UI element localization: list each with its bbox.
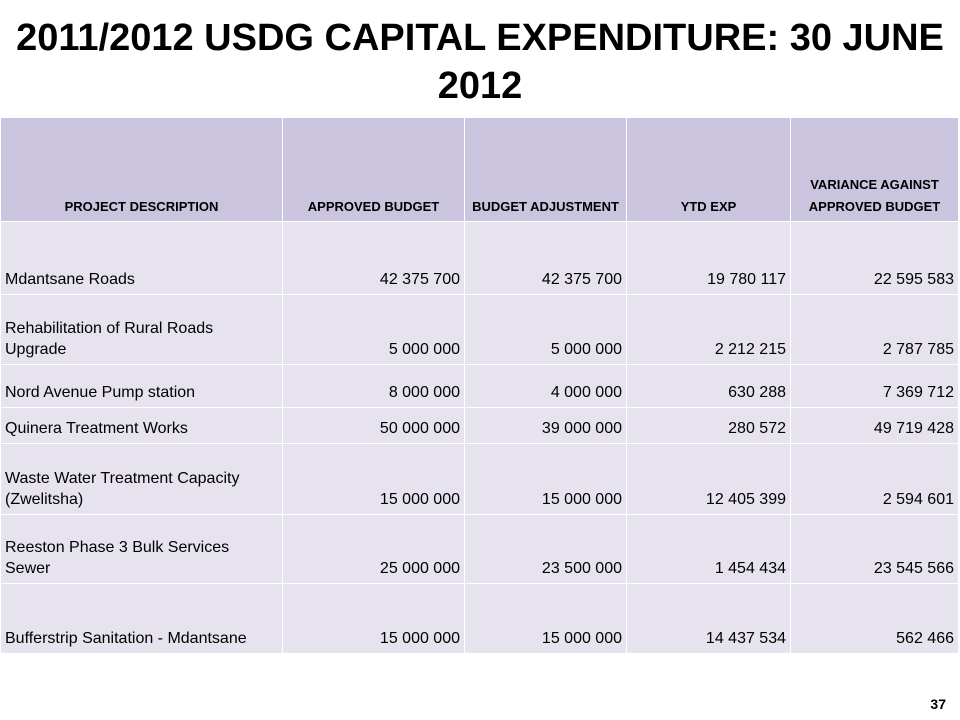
cell-ytd-exp: 630 288 xyxy=(626,364,791,408)
cell-approved-budget: 15 000 000 xyxy=(282,583,465,654)
table-header-row: PROJECT DESCRIPTION APPROVED BUDGET BUDG… xyxy=(0,117,959,222)
page-number: 37 xyxy=(930,696,946,712)
cell-description: Mdantsane Roads xyxy=(0,221,283,295)
cell-budget-adjustment: 39 000 000 xyxy=(464,407,627,444)
table-row: Bufferstrip Sanitation - Mdantsane 15 00… xyxy=(0,583,959,654)
cell-variance: 2 594 601 xyxy=(790,443,959,515)
cell-budget-adjustment: 23 500 000 xyxy=(464,514,627,584)
cell-ytd-exp: 2 212 215 xyxy=(626,294,791,365)
table-row: Mdantsane Roads 42 375 700 42 375 700 19… xyxy=(0,221,959,295)
cell-description: Waste Water Treatment Capacity (Zwelitsh… xyxy=(0,443,283,515)
cell-budget-adjustment: 42 375 700 xyxy=(464,221,627,295)
cell-approved-budget: 25 000 000 xyxy=(282,514,465,584)
cell-variance: 23 545 566 xyxy=(790,514,959,584)
cell-ytd-exp: 14 437 534 xyxy=(626,583,791,654)
cell-approved-budget: 42 375 700 xyxy=(282,221,465,295)
cell-description: Rehabilitation of Rural Roads Upgrade xyxy=(0,294,283,365)
col-header-budget-adjustment: BUDGET ADJUSTMENT xyxy=(464,117,627,222)
cell-description: Reeston Phase 3 Bulk Services Sewer xyxy=(0,514,283,584)
col-header-variance: VARIANCE AGAINST APPROVED BUDGET xyxy=(790,117,959,222)
cell-variance: 22 595 583 xyxy=(790,221,959,295)
cell-variance: 2 787 785 xyxy=(790,294,959,365)
cell-description: Nord Avenue Pump station xyxy=(0,364,283,408)
table-row: Waste Water Treatment Capacity (Zwelitsh… xyxy=(0,443,959,515)
cell-ytd-exp: 280 572 xyxy=(626,407,791,444)
table-row: Nord Avenue Pump station 8 000 000 4 000… xyxy=(0,364,959,408)
cell-budget-adjustment: 15 000 000 xyxy=(464,583,627,654)
col-header-project-description: PROJECT DESCRIPTION xyxy=(0,117,283,222)
cell-variance: 7 369 712 xyxy=(790,364,959,408)
col-header-approved-budget: APPROVED BUDGET xyxy=(282,117,465,222)
cell-approved-budget: 15 000 000 xyxy=(282,443,465,515)
table-row: Quinera Treatment Works 50 000 000 39 00… xyxy=(0,407,959,444)
capital-expenditure-table: PROJECT DESCRIPTION APPROVED BUDGET BUDG… xyxy=(0,117,959,654)
cell-approved-budget: 50 000 000 xyxy=(282,407,465,444)
table-row: Reeston Phase 3 Bulk Services Sewer 25 0… xyxy=(0,514,959,584)
col-header-ytd-exp: YTD EXP xyxy=(626,117,791,222)
cell-budget-adjustment: 15 000 000 xyxy=(464,443,627,515)
cell-budget-adjustment: 4 000 000 xyxy=(464,364,627,408)
cell-description: Quinera Treatment Works xyxy=(0,407,283,444)
cell-variance: 49 719 428 xyxy=(790,407,959,444)
cell-variance: 562 466 xyxy=(790,583,959,654)
cell-approved-budget: 8 000 000 xyxy=(282,364,465,408)
slide-title: 2011/2012 USDG CAPITAL EXPENDITURE: 30 J… xyxy=(16,17,944,107)
cell-budget-adjustment: 5 000 000 xyxy=(464,294,627,365)
cell-ytd-exp: 19 780 117 xyxy=(626,221,791,295)
cell-description: Bufferstrip Sanitation - Mdantsane xyxy=(0,583,283,654)
table-row: Rehabilitation of Rural Roads Upgrade 5 … xyxy=(0,294,959,365)
cell-ytd-exp: 12 405 399 xyxy=(626,443,791,515)
cell-ytd-exp: 1 454 434 xyxy=(626,514,791,584)
cell-approved-budget: 5 000 000 xyxy=(282,294,465,365)
